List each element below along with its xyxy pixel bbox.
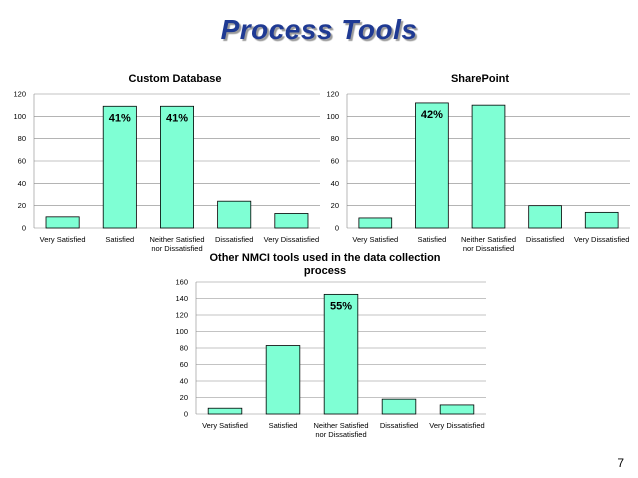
other-nmci-x-tick-label: Very Satisfied: [202, 421, 248, 430]
other-nmci-data-label: 55%: [330, 300, 352, 312]
sharepoint-bar: [528, 205, 562, 229]
custom-database-y-tick-label: 40: [18, 179, 26, 188]
sharepoint-y-tick-label: 0: [335, 224, 339, 233]
custom-database-bar: [45, 216, 80, 229]
other-nmci-y-tick-label: 20: [180, 393, 188, 402]
sharepoint-y-tick-label: 20: [331, 201, 339, 210]
chart-title-other-nmci-tools: Other NMCI tools used in the data collec…: [209, 252, 441, 277]
other-nmci-y-tick-label: 120: [175, 311, 188, 320]
custom-database-bar: [217, 200, 252, 229]
sharepoint-y-tick-label: 100: [326, 112, 339, 121]
custom-database-x-tick-label: Neither Satisfied nor Dissatisfied: [149, 235, 204, 253]
page-number: 7: [617, 456, 624, 470]
sharepoint-y-tick-label: 40: [331, 179, 339, 188]
sharepoint-x-tick-label: Satisfied: [418, 235, 447, 244]
custom-database-bar: [274, 213, 309, 229]
sharepoint-x-tick-label: Dissatisfied: [526, 235, 564, 244]
slide-title: Process Tools: [220, 14, 418, 45]
other-nmci-bar: [439, 404, 475, 415]
other-nmci-x-tick-label: Satisfied: [269, 421, 298, 430]
custom-database-y-tick-label: 80: [18, 134, 26, 143]
sharepoint-bar: [358, 217, 393, 229]
custom-database-y-tick-label: 60: [18, 157, 26, 166]
sharepoint-x-tick-label: Neither Satisfied nor Dissatisfied: [461, 235, 516, 253]
other-nmci-bar: [265, 345, 301, 415]
other-nmci-y-tick-label: 40: [180, 377, 188, 386]
custom-database-y-tick-label: 0: [22, 224, 26, 233]
custom-database-x-tick-label: Very Satisfied: [40, 235, 86, 244]
custom-database-data-label: 41%: [109, 112, 131, 124]
sharepoint-y-tick-label: 60: [331, 157, 339, 166]
custom-database-x-tick-label: Satisfied: [105, 235, 134, 244]
sharepoint-x-tick-label: Very Dissatisfied: [574, 235, 629, 244]
sharepoint-bar: [415, 102, 449, 229]
other-nmci-x-tick-label: Very Dissatisfied: [429, 421, 484, 430]
chart-title-custom-database: Custom Database: [128, 73, 222, 85]
other-nmci-y-tick-label: 140: [175, 294, 188, 303]
other-nmci-x-tick-label: Dissatisfied: [380, 421, 418, 430]
sharepoint-data-label: 42%: [421, 109, 443, 121]
other-nmci-y-tick-label: 0: [184, 410, 188, 419]
sharepoint-bar: [584, 211, 619, 229]
custom-database-y-tick-label: 20: [18, 201, 26, 210]
custom-database-x-tick-label: Dissatisfied: [215, 235, 253, 244]
other-nmci-bar: [323, 293, 359, 415]
custom-database-y-tick-label: 100: [13, 112, 26, 121]
other-nmci-bar: [207, 407, 243, 415]
sharepoint-x-tick-label: Very Satisfied: [352, 235, 398, 244]
other-nmci-bar: [381, 398, 417, 415]
sharepoint-bar: [471, 104, 506, 229]
other-nmci-y-tick-label: 80: [180, 344, 188, 353]
custom-database-x-tick-label: Very Dissatisfied: [264, 235, 319, 244]
sharepoint-y-tick-label: 120: [326, 90, 339, 99]
custom-database-y-tick-label: 120: [13, 90, 26, 99]
other-nmci-y-tick-label: 100: [175, 327, 188, 336]
other-nmci-x-tick-label: Neither Satisfied nor Dissatisfied: [313, 421, 368, 439]
custom-database-bar: [160, 105, 194, 229]
custom-database-data-label: 41%: [166, 112, 188, 124]
sharepoint-y-tick-label: 80: [331, 134, 339, 143]
other-nmci-y-tick-label: 160: [175, 278, 188, 287]
other-nmci-y-tick-label: 60: [180, 360, 188, 369]
custom-database-bar: [102, 105, 137, 229]
chart-title-sharepoint: SharePoint: [450, 73, 510, 85]
